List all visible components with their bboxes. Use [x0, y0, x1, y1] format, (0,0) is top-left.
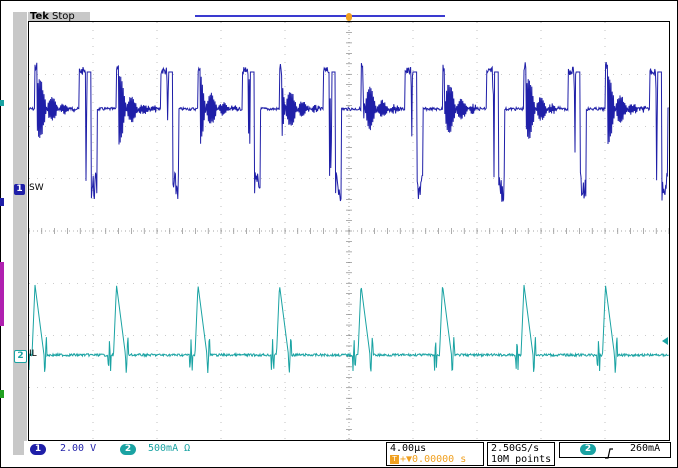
ch2-scale-value: 500mA Ω [148, 443, 191, 454]
left-edge-indicator-green [0, 390, 4, 398]
left-edge-indicator-cyan [0, 100, 4, 106]
acquisition-readout[interactable]: 2.50GS/s 10M points [487, 442, 555, 466]
title-tab [28, 12, 90, 22]
timebase-readout[interactable]: 4.00µs T +▼0.00000 s [386, 442, 484, 466]
trigger-readout[interactable]: 2 260mA [559, 442, 671, 459]
brand-logo: Tek [30, 11, 49, 22]
left-edge-indicator-blue [0, 198, 4, 206]
rising-edge-icon [604, 444, 614, 463]
ch2-waveform [28, 284, 669, 374]
graticule [28, 21, 670, 441]
left-gutter [13, 12, 27, 455]
ch2-scale-badge: 2 [120, 444, 136, 455]
ch2-label: IL [29, 349, 37, 359]
ch1-ground-marker[interactable]: 1 SW [14, 183, 54, 198]
ch1-scale-badge: 1 [30, 444, 46, 455]
trigger-level-value: 260mA [630, 443, 661, 454]
ch2-ground-marker[interactable]: 2 IL [14, 349, 54, 364]
trigger-source-badge: 2 [580, 444, 596, 455]
sample-rate-value: 2.50GS/s [491, 443, 540, 454]
status-bar: 1 2.00 V 2 500mA Ω 4.00µs T +▼0.00000 s … [24, 441, 674, 466]
ch1-marker-badge: 1 [14, 184, 25, 195]
right-edge-trigger-level-marker[interactable] [662, 330, 668, 345]
record-length-value: 10M points [491, 454, 552, 465]
ch1-waveform [28, 61, 669, 202]
ch1-scale-value: 2.00 V [60, 443, 97, 454]
ch2-scale-readout[interactable]: 2 500mA Ω [120, 443, 230, 457]
timebase-value: 4.00µs [390, 443, 427, 454]
record-position-bar[interactable] [195, 15, 445, 17]
waveform-display[interactable] [28, 21, 670, 441]
ch1-scale-readout[interactable]: 1 2.00 V [30, 443, 130, 457]
ch1-label: SW [29, 183, 44, 193]
run-state-label: Stop [52, 11, 75, 22]
ch2-marker-badge: 2 [14, 350, 27, 363]
left-edge-indicator-magenta [0, 262, 4, 326]
trigger-offset-badge: T [390, 455, 399, 464]
trigger-offset-value: +▼0.00000 s [400, 454, 467, 465]
